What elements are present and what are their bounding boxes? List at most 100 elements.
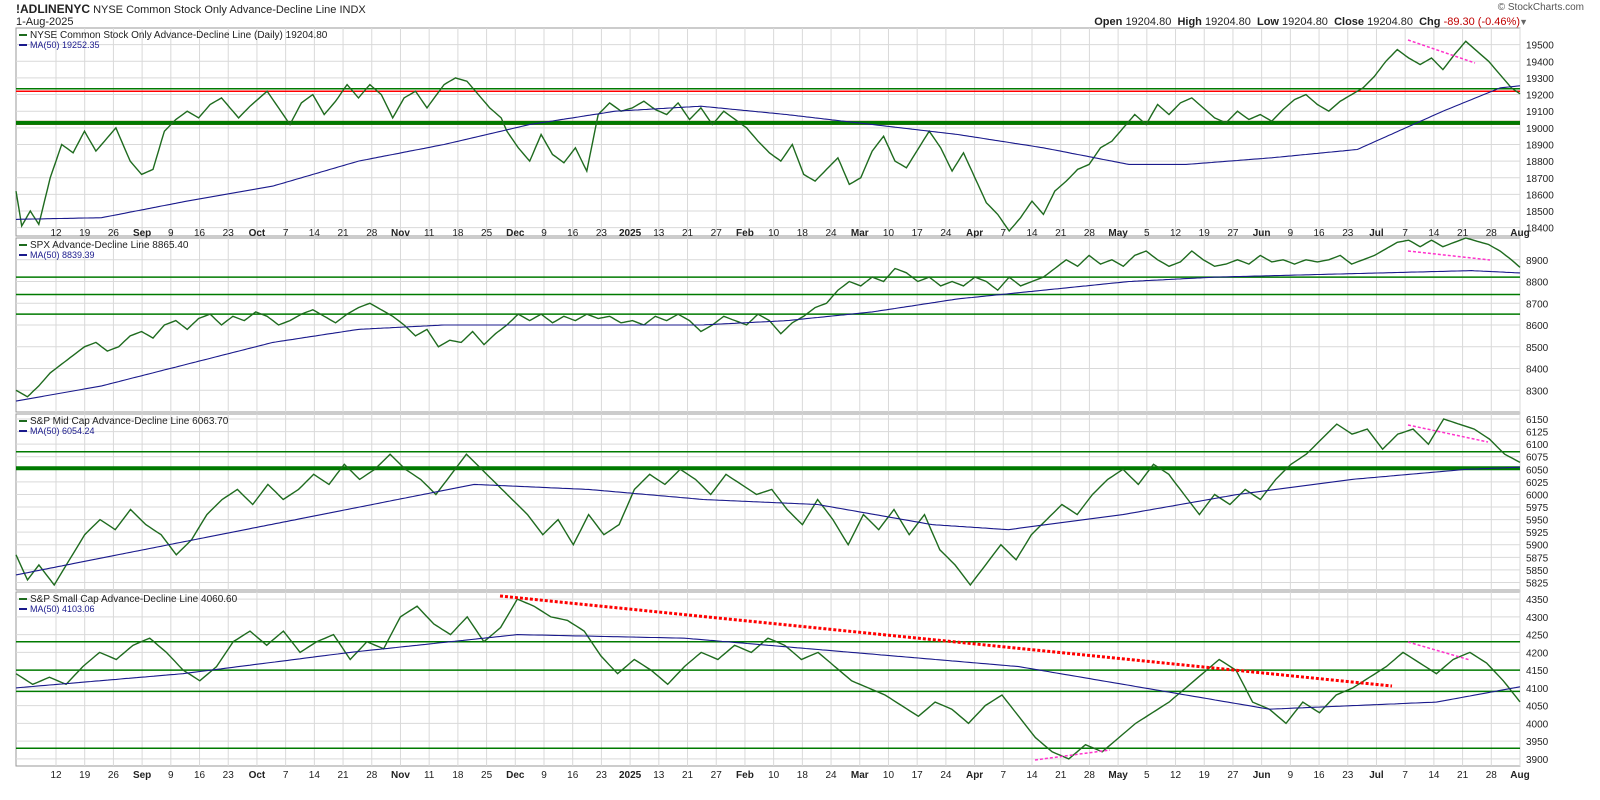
x-tick-label: Sep <box>133 228 151 239</box>
pink-trendline <box>1034 749 1111 761</box>
y-tick-label: 8300 <box>1526 386 1549 397</box>
x-tick-label: 25 <box>481 228 493 239</box>
x-tick-label: 18 <box>452 770 464 781</box>
x-tick-label: 26 <box>108 228 120 239</box>
x-tick-label: 9 <box>1288 770 1294 781</box>
y-tick-label: 19100 <box>1526 107 1554 118</box>
y-tick-label: 6100 <box>1526 440 1549 451</box>
exchange: INDX <box>339 4 366 16</box>
y-tick-label: 6150 <box>1526 415 1549 426</box>
x-tick-label: 10 <box>883 228 895 239</box>
y-tick-label: 8400 <box>1526 365 1549 376</box>
x-tick-label: 28 <box>1084 228 1096 239</box>
y-tick-label: 5950 <box>1526 516 1549 527</box>
y-tick-label: 18800 <box>1526 157 1554 168</box>
x-tick-label: 23 <box>596 228 608 239</box>
series-title: NYSE Common Stock Only Advance-Decline L… <box>30 30 328 41</box>
x-tick-label: 18 <box>452 228 464 239</box>
x-tick-label: 10 <box>768 770 780 781</box>
y-tick-label: 8800 <box>1526 278 1549 289</box>
x-tick-label: Nov <box>391 770 410 781</box>
x-tick-label: 19 <box>1199 228 1211 239</box>
x-tick-label: 21 <box>682 228 694 239</box>
x-tick-label: 9 <box>1288 228 1294 239</box>
y-tick-label: 18500 <box>1526 207 1554 218</box>
red-trendline <box>499 594 1393 688</box>
x-tick-label: 21 <box>1055 770 1067 781</box>
y-tick-label: 5925 <box>1526 528 1549 539</box>
x-tick-label: 2025 <box>619 228 642 239</box>
y-tick-label: 3950 <box>1526 737 1549 748</box>
x-tick-label: 7 <box>283 228 289 239</box>
x-tick-label: 7 <box>1402 770 1408 781</box>
y-tick-label: 6000 <box>1526 490 1549 501</box>
x-tick-label: 10 <box>883 770 895 781</box>
x-tick-label: 21 <box>682 770 694 781</box>
x-tick-label: Oct <box>249 770 266 781</box>
close-value: 19204.80 <box>1367 16 1413 28</box>
y-tick-label: 8600 <box>1526 321 1549 332</box>
x-tick-label: 24 <box>940 228 952 239</box>
x-tick-label: 5 <box>1144 770 1150 781</box>
y-tick-label: 4050 <box>1526 702 1549 713</box>
x-tick-label: Apr <box>966 228 983 239</box>
x-tick-label: 17 <box>912 770 924 781</box>
x-tick-label: 16 <box>194 770 206 781</box>
price-series-line <box>15 237 1521 398</box>
x-tick-label: 27 <box>711 770 723 781</box>
x-tick-label: 12 <box>50 228 62 239</box>
chg-value: -89.30 (-0.46%) <box>1443 16 1520 28</box>
y-tick-label: 18900 <box>1526 140 1554 151</box>
x-tick-label: 19 <box>79 228 91 239</box>
y-tick-label: 5850 <box>1526 566 1549 577</box>
y-tick-label: 18700 <box>1526 174 1554 185</box>
x-tick-label: 7 <box>1001 228 1007 239</box>
series-title: SPX Advance-Decline Line 8865.40 <box>30 240 189 251</box>
y-tick-label: 18400 <box>1526 224 1554 235</box>
x-tick-label: 18 <box>797 228 809 239</box>
y-tick-label: 3900 <box>1526 755 1549 766</box>
x-tick-label: 12 <box>50 770 62 781</box>
x-tick-label: 9 <box>168 228 174 239</box>
x-tick-label: Jul <box>1369 228 1384 239</box>
x-tick-label: 16 <box>1313 770 1325 781</box>
series-title: S&P Mid Cap Advance-Decline Line 6063.70 <box>30 416 229 427</box>
x-tick-label: 11 <box>424 228 435 239</box>
x-tick-label: Aug <box>1510 770 1529 781</box>
x-tick-label: Nov <box>391 228 410 239</box>
x-tick-label: 7 <box>1001 770 1007 781</box>
x-tick-label: 21 <box>337 770 349 781</box>
x-tick-label: 27 <box>1227 770 1239 781</box>
x-tick-label: 24 <box>940 770 952 781</box>
x-tick-label: 27 <box>711 228 723 239</box>
x-tick-label: 24 <box>825 228 837 239</box>
x-tick-label: 21 <box>1055 228 1067 239</box>
chg-label: Chg <box>1419 16 1441 28</box>
pink-trendline <box>1407 250 1491 261</box>
x-tick-label: 16 <box>567 228 579 239</box>
pink-trendline <box>1407 641 1471 661</box>
ohlc-readout: Open 19204.80 High 19204.80 Low 19204.80… <box>1094 16 1520 29</box>
down-triangle-icon[interactable]: ▼ <box>1519 17 1528 27</box>
open-value: 19204.80 <box>1125 16 1172 28</box>
x-tick-label: 17 <box>912 228 924 239</box>
x-tick-label: Aug <box>1510 228 1529 239</box>
y-tick-label: 19500 <box>1526 41 1554 52</box>
y-tick-label: 8500 <box>1526 343 1549 354</box>
x-tick-label: 7 <box>283 770 289 781</box>
x-tick-label: 5 <box>1144 228 1150 239</box>
x-tick-label: 7 <box>1402 228 1408 239</box>
ma-legend: MA(50) 19252.35 <box>30 40 100 50</box>
y-tick-label: 18600 <box>1526 190 1554 201</box>
x-tick-label: 14 <box>1428 770 1440 781</box>
x-tick-label: 14 <box>309 228 321 239</box>
x-tick-label: 23 <box>223 770 235 781</box>
x-tick-label: Feb <box>736 770 754 781</box>
x-tick-label: 23 <box>1342 770 1354 781</box>
x-tick-label: Oct <box>249 228 266 239</box>
y-tick-label: 5875 <box>1526 553 1549 564</box>
x-tick-label: 9 <box>168 770 174 781</box>
x-tick-label: May <box>1108 770 1128 781</box>
y-tick-label: 4000 <box>1526 719 1549 730</box>
